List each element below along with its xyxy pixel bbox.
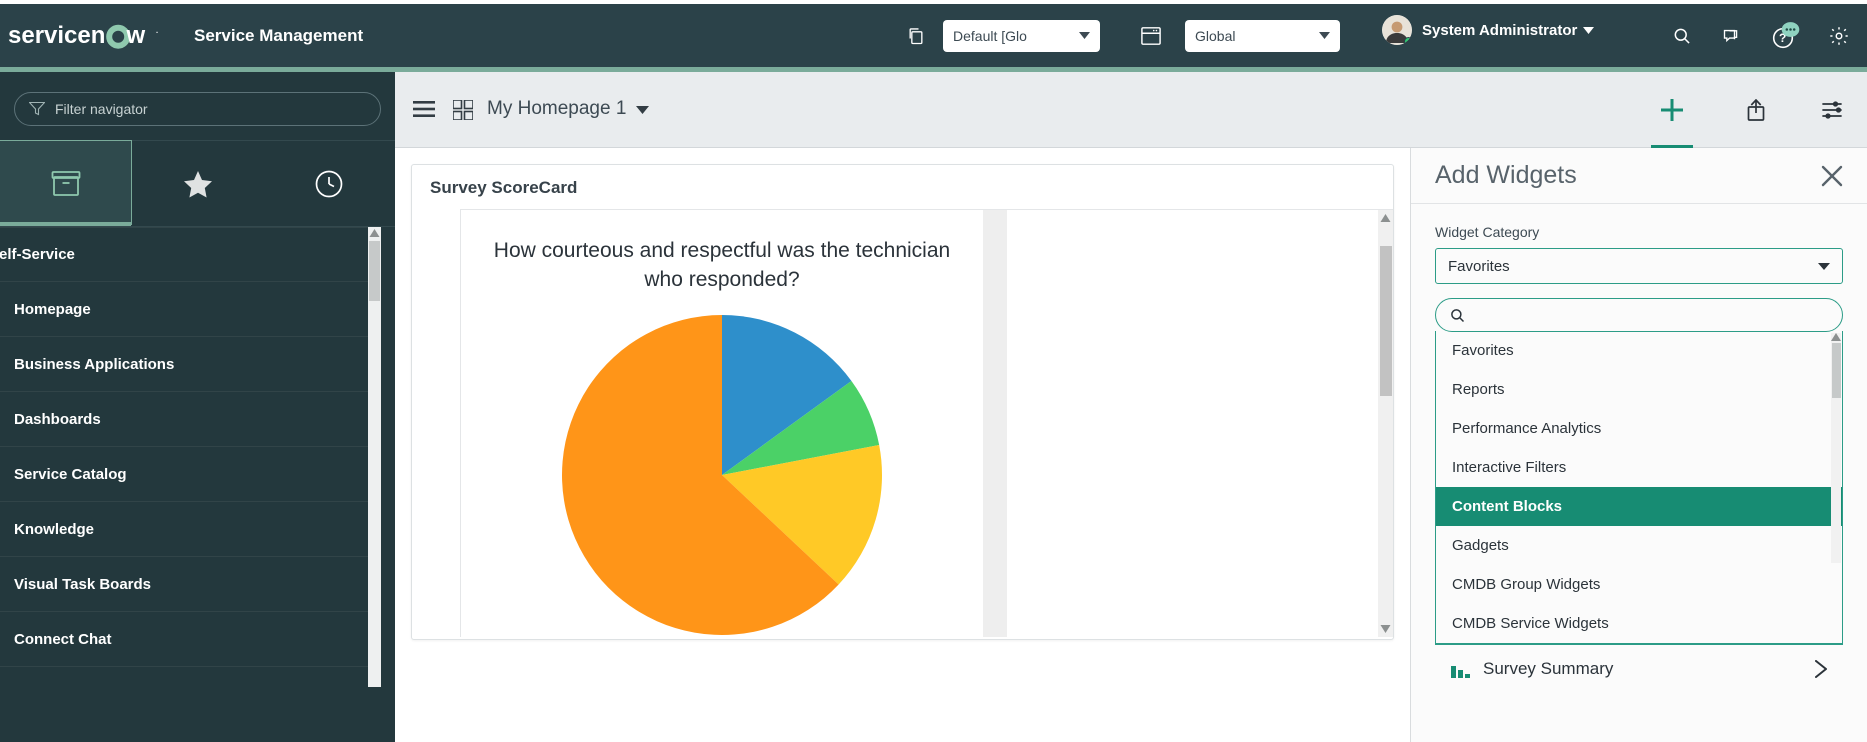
- svg-text:.: .: [156, 24, 159, 36]
- svg-text:w: w: [126, 22, 146, 49]
- svg-text:servicen: servicen: [8, 22, 105, 49]
